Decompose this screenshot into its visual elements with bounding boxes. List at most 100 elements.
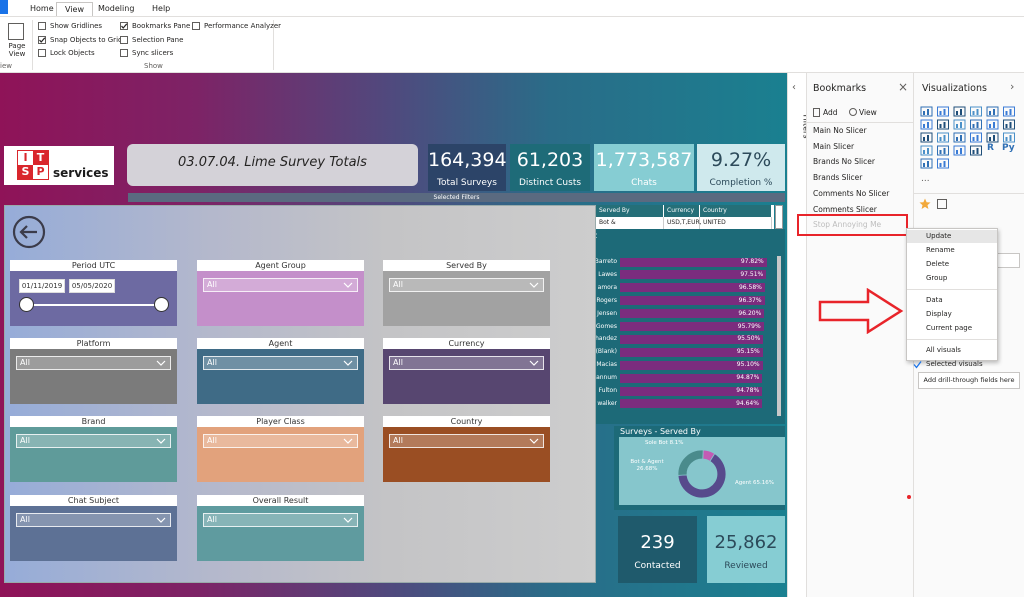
donut-label-value: 8.1% <box>669 440 684 446</box>
table-header-cell: Currency <box>664 205 700 217</box>
menu-item[interactable]: Rename <box>907 244 997 257</box>
visual-icon <box>970 132 982 143</box>
visual-icon-bar <box>993 135 995 141</box>
dropdown-chevron <box>156 438 166 444</box>
menu-item-label: Delete <box>926 260 949 268</box>
bookmark-item[interactable]: Main Slicer <box>813 141 855 151</box>
checkbox-label[interactable]: Sync slicers <box>132 49 174 57</box>
chevron <box>529 438 539 444</box>
dropdown[interactable]: All <box>203 434 358 448</box>
back-circle <box>12 215 46 249</box>
dropdown[interactable]: All <box>203 356 358 370</box>
dropdown[interactable]: All <box>203 278 358 292</box>
add-button[interactable]: Add <box>823 108 838 117</box>
visual-icon <box>937 119 949 130</box>
visual-icon <box>953 145 966 156</box>
close-button[interactable]: × <box>898 80 909 94</box>
visual-icon-bar <box>923 111 925 115</box>
dropdown[interactable]: All <box>389 278 544 292</box>
more-visuals[interactable]: ... <box>921 174 930 184</box>
dropdown[interactable]: All <box>389 356 544 370</box>
visual-icon <box>986 119 999 130</box>
ranking-bar <box>620 257 767 267</box>
menu-item-label: Group <box>926 274 948 282</box>
menu-item[interactable]: Display <box>907 308 997 321</box>
checkbox[interactable] <box>38 22 46 30</box>
collapse-arrow[interactable]: ‹ <box>792 82 796 93</box>
menu-item[interactable]: Delete <box>907 258 997 271</box>
dropdown[interactable]: All <box>389 434 544 448</box>
visual-icon-bar <box>939 150 942 154</box>
back-button[interactable] <box>12 215 46 249</box>
donut-label-value: 26.68% <box>636 466 658 472</box>
dropdown[interactable]: All <box>16 356 171 370</box>
bookmark-item[interactable]: Brands No Slicer <box>813 157 875 167</box>
checkbox-label[interactable]: Show Gridlines <box>50 22 103 30</box>
menu-item[interactable]: Update <box>907 230 997 243</box>
slicer: Player Class All <box>197 416 364 482</box>
date-input[interactable]: 05/05/2020 <box>69 279 115 293</box>
card: 25,862 Reviewed <box>707 516 785 583</box>
annotation-arrow <box>818 288 904 334</box>
date-input[interactable]: 01/11/2019 <box>19 279 65 293</box>
checkbox[interactable] <box>38 49 46 57</box>
slider-handle[interactable] <box>19 297 34 312</box>
menu-item[interactable]: All visuals <box>907 344 997 357</box>
slicer: Chat Subject All <box>10 495 177 561</box>
dropdown[interactable]: All <box>203 513 358 527</box>
menu-item[interactable]: Data <box>907 294 997 307</box>
filter-table: Served By Bot & Currency USD,T,EUR, Country U… <box>596 205 774 229</box>
checkbox[interactable] <box>38 36 46 44</box>
menu-item[interactable]: Selected visuals <box>907 358 997 371</box>
ribbon-tab[interactable]: View <box>56 2 93 16</box>
donut-chart <box>677 449 727 499</box>
back-arrow <box>19 225 37 239</box>
visual-icon-bar <box>972 124 975 128</box>
bookmark-item[interactable]: Comments No Slicer <box>813 188 890 198</box>
visual-icon-bar <box>943 122 946 128</box>
bookmark-item[interactable]: Stop Annoying Me <box>813 220 882 230</box>
ranking-name: Rogers <box>596 296 617 304</box>
ribbon-tab[interactable]: Modeling <box>98 4 135 13</box>
ranking-bar <box>620 360 763 370</box>
checkbox-label[interactable]: Bookmarks Pane <box>132 22 191 30</box>
ribbon-tab[interactable]: Home <box>30 4 54 13</box>
donut-label: Agent 65.16% <box>735 480 774 487</box>
dropdown[interactable]: All <box>16 513 171 527</box>
checkbox-label[interactable]: Lock Objects <box>50 49 95 57</box>
ribbon-tab[interactable]: Help <box>152 4 171 13</box>
visual-icon <box>953 132 966 143</box>
checkbox-label[interactable]: Selection Pane <box>132 36 184 44</box>
view-button[interactable]: View <box>859 108 877 117</box>
visual-icon-bar <box>960 148 962 154</box>
drill-through-well[interactable]: Add drill-through fields here <box>918 372 1020 389</box>
slicer-title: Brand <box>10 416 177 427</box>
chevron <box>529 360 539 366</box>
logo-letter: S <box>18 165 33 179</box>
checkbox[interactable] <box>120 36 128 44</box>
page-view-button[interactable]: Page View <box>8 42 26 58</box>
bookmark-item[interactable]: Main No Slicer <box>813 126 867 135</box>
visual-icon-bar <box>1009 135 1012 141</box>
slicer: Overall Result All <box>197 495 364 561</box>
bookmark-item[interactable]: Comments Slicer <box>813 204 877 214</box>
checkbox-label[interactable]: Snap Objects to Grid <box>50 36 123 44</box>
menu-item[interactable]: Current page <box>907 322 997 335</box>
chevron <box>343 282 353 288</box>
checkbox[interactable] <box>120 22 128 30</box>
slider-handle[interactable] <box>154 297 169 312</box>
checkbox-label[interactable]: Performance Analyzer <box>204 22 282 30</box>
ribbon-separator <box>32 20 33 70</box>
chevron <box>156 438 166 444</box>
page-view-icon[interactable] <box>8 23 24 40</box>
dropdown[interactable]: All <box>16 434 171 448</box>
dropdown-chevron <box>156 517 166 523</box>
expand-arrow[interactable]: › <box>1010 80 1015 93</box>
visual-icon-bar <box>927 161 929 167</box>
checkbox[interactable] <box>120 49 128 57</box>
menu-item[interactable]: Group <box>907 272 997 285</box>
bookmark-item[interactable]: Brands Slicer <box>813 173 863 183</box>
visual-icon-bar <box>923 163 925 167</box>
checkbox[interactable] <box>192 22 200 30</box>
donut-label: Sole Bot 8.1% <box>645 440 684 447</box>
